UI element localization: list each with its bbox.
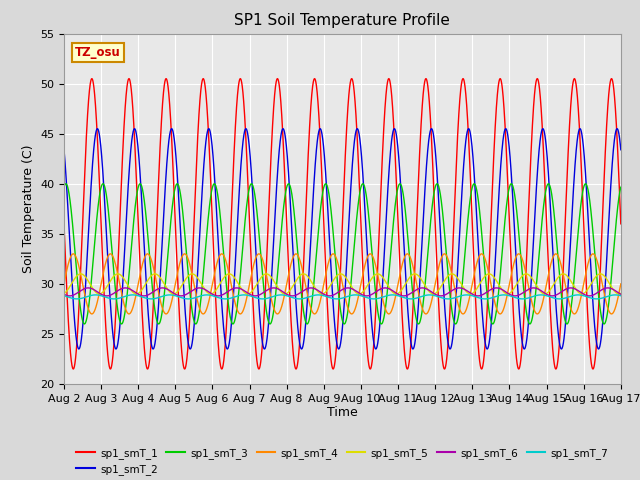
sp1_smT_6 xyxy=(324,293,332,299)
sp1_smT_4 xyxy=(617,281,625,287)
sp1_smT_3 xyxy=(62,181,70,187)
sp1_smT_6 xyxy=(467,290,475,296)
sp1_smT_2 xyxy=(324,203,332,208)
sp1_smT_7 xyxy=(483,296,491,302)
sp1_smT_2 xyxy=(60,147,68,153)
sp1_smT_4 xyxy=(70,251,77,257)
sp1_smT_7 xyxy=(60,293,68,299)
sp1_smT_3 xyxy=(594,281,602,287)
sp1_smT_4 xyxy=(324,263,332,269)
Line: sp1_smT_5: sp1_smT_5 xyxy=(64,274,621,294)
sp1_smT_5 xyxy=(324,287,332,293)
sp1_smT_1 xyxy=(617,221,625,227)
sp1_smT_1 xyxy=(467,190,475,196)
sp1_smT_2 xyxy=(250,201,257,207)
sp1_smT_4 xyxy=(483,262,491,267)
sp1_smT_1 xyxy=(60,221,68,227)
sp1_smT_7 xyxy=(617,293,625,299)
sp1_smT_2 xyxy=(483,346,491,351)
sp1_smT_5 xyxy=(60,290,68,296)
sp1_smT_6 xyxy=(66,293,74,299)
Line: sp1_smT_1: sp1_smT_1 xyxy=(64,79,621,369)
sp1_smT_7 xyxy=(594,296,602,302)
sp1_smT_1 xyxy=(483,314,491,320)
sp1_smT_5 xyxy=(615,291,623,297)
Text: TZ_osu: TZ_osu xyxy=(75,47,121,60)
sp1_smT_6 xyxy=(617,291,625,297)
sp1_smT_3 xyxy=(60,184,68,190)
sp1_smT_2 xyxy=(594,344,602,350)
sp1_smT_2 xyxy=(75,346,83,352)
sp1_smT_3 xyxy=(324,184,332,190)
Line: sp1_smT_3: sp1_smT_3 xyxy=(64,184,621,324)
sp1_smT_3 xyxy=(467,191,475,196)
Line: sp1_smT_6: sp1_smT_6 xyxy=(64,288,621,296)
sp1_smT_3 xyxy=(587,205,595,211)
Line: sp1_smT_4: sp1_smT_4 xyxy=(64,254,621,314)
sp1_smT_7 xyxy=(250,294,257,300)
sp1_smT_1 xyxy=(70,366,77,372)
sp1_smT_2 xyxy=(613,126,621,132)
sp1_smT_5 xyxy=(467,291,475,297)
sp1_smT_3 xyxy=(250,184,257,190)
sp1_smT_1 xyxy=(594,326,602,332)
sp1_smT_3 xyxy=(617,184,625,190)
sp1_smT_4 xyxy=(250,264,257,269)
sp1_smT_1 xyxy=(607,76,615,82)
sp1_smT_5 xyxy=(587,282,595,288)
sp1_smT_6 xyxy=(587,293,595,299)
sp1_smT_5 xyxy=(617,290,625,296)
sp1_smT_2 xyxy=(617,147,625,153)
sp1_smT_6 xyxy=(250,293,257,299)
sp1_smT_4 xyxy=(607,311,615,317)
X-axis label: Time: Time xyxy=(327,407,358,420)
sp1_smT_1 xyxy=(324,307,332,313)
Line: sp1_smT_2: sp1_smT_2 xyxy=(64,129,621,349)
sp1_smT_3 xyxy=(483,288,491,294)
sp1_smT_4 xyxy=(467,288,475,293)
Title: SP1 Soil Temperature Profile: SP1 Soil Temperature Profile xyxy=(234,13,451,28)
sp1_smT_7 xyxy=(73,296,81,302)
sp1_smT_7 xyxy=(324,294,332,300)
sp1_smT_4 xyxy=(594,259,602,265)
sp1_smT_1 xyxy=(250,305,257,311)
sp1_smT_4 xyxy=(587,253,595,259)
sp1_smT_7 xyxy=(587,295,595,301)
sp1_smT_1 xyxy=(587,354,595,360)
sp1_smT_5 xyxy=(483,272,491,277)
sp1_smT_6 xyxy=(60,291,68,297)
Y-axis label: Soil Temperature (C): Soil Temperature (C) xyxy=(22,144,35,273)
sp1_smT_6 xyxy=(483,289,491,295)
sp1_smT_7 xyxy=(467,292,475,298)
sp1_smT_6 xyxy=(604,285,612,291)
Legend: sp1_smT_1, sp1_smT_2, sp1_smT_3, sp1_smT_4, sp1_smT_5, sp1_smT_6, sp1_smT_7: sp1_smT_1, sp1_smT_2, sp1_smT_3, sp1_smT… xyxy=(72,444,612,479)
sp1_smT_6 xyxy=(594,290,602,296)
sp1_smT_3 xyxy=(600,321,608,327)
Line: sp1_smT_7: sp1_smT_7 xyxy=(64,295,621,299)
sp1_smT_2 xyxy=(587,260,595,266)
sp1_smT_7 xyxy=(611,292,619,298)
sp1_smT_2 xyxy=(467,135,475,141)
sp1_smT_4 xyxy=(60,281,68,287)
sp1_smT_5 xyxy=(250,287,257,293)
sp1_smT_5 xyxy=(77,271,84,277)
sp1_smT_5 xyxy=(594,272,602,278)
